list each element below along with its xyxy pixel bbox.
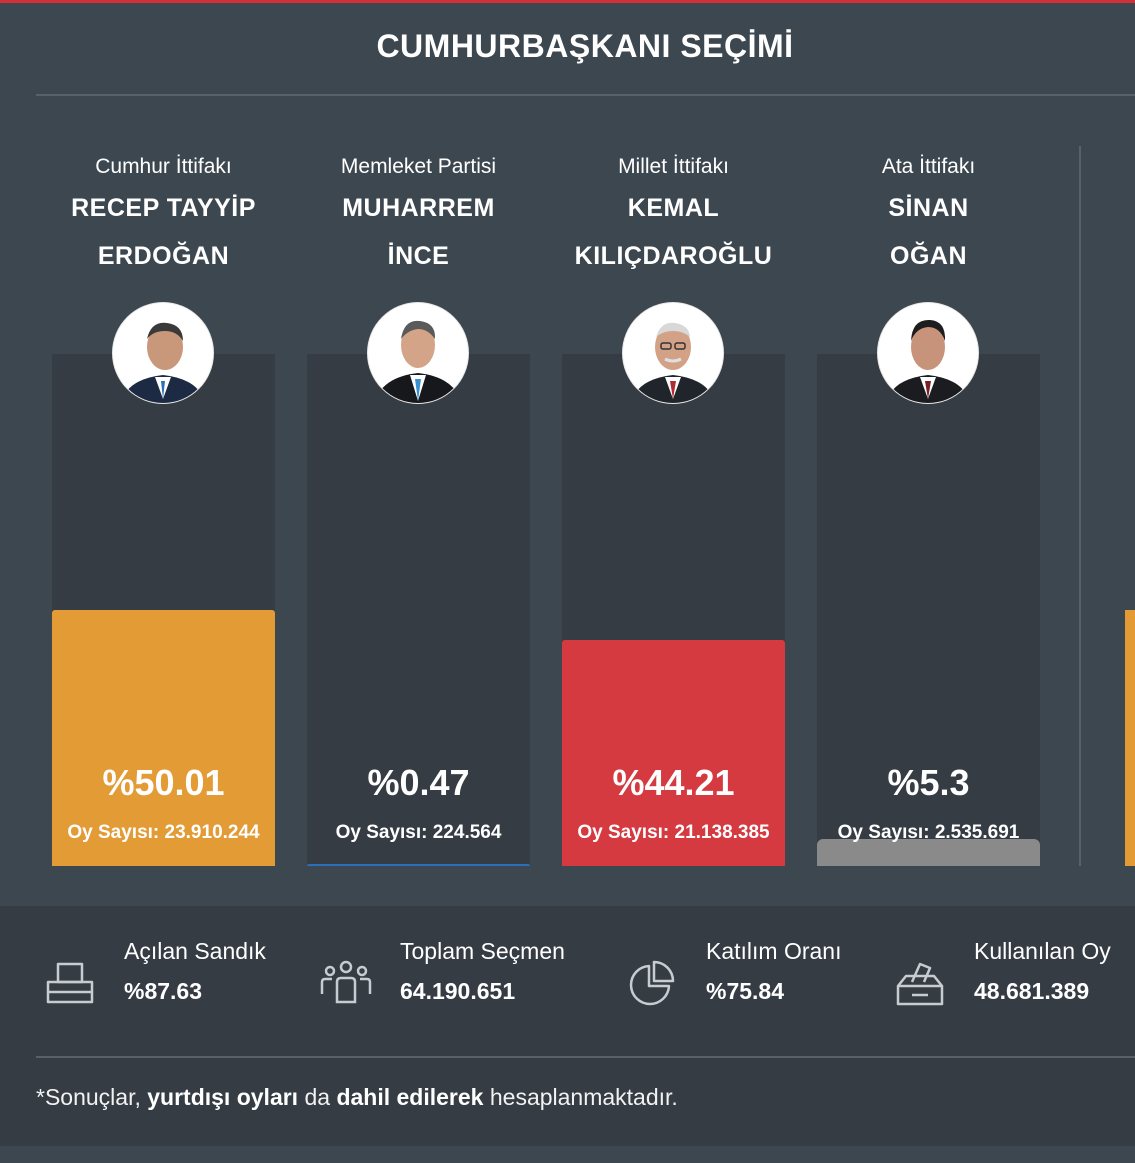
candidate-name-line1: RECEP TAYYİP [71, 194, 256, 222]
bar-ogan [817, 839, 1040, 866]
candidate-name-line1: KEMAL [627, 194, 720, 222]
stat-value: 48.681.389 [974, 978, 1090, 1004]
people-group-icon [320, 960, 372, 1004]
pie-chart-icon [629, 960, 675, 1006]
candidate-name-line2: OĞAN [890, 242, 967, 270]
column-divider [1079, 146, 1081, 866]
stat-value: 64.190.651 [400, 978, 516, 1004]
footnote-bold2: dahil edilerek [336, 1084, 484, 1110]
avatar [368, 303, 468, 403]
candidate-column-ogan: Ata İttifakı SİNAN OĞAN %5.3 Oy Sayısı: … [817, 150, 1040, 866]
footnote-part1: *Sonuçlar, [36, 1084, 148, 1110]
stat-value: %87.63 [124, 978, 203, 1004]
candidate-name-line1: SİNAN [888, 194, 969, 222]
bar-track [307, 354, 530, 866]
footnote: *Sonuçlar, yurtdışı oyları da dahil edil… [36, 1084, 678, 1111]
stats-divider [36, 1056, 1135, 1058]
candidate-name-line2: KILIÇDAROĞLU [574, 242, 773, 270]
footnote-part3: hesaplanmaktadır. [483, 1084, 678, 1110]
stat-value: %75.84 [706, 978, 785, 1004]
offscreen-bar-edge [1125, 610, 1135, 866]
candidate-column-ince: Memleket Partisi MUHARREM İNCE %0.47 Oy … [307, 150, 530, 866]
party-label: Memleket Partisi [340, 155, 497, 178]
percent-label: %0.47 [367, 762, 470, 803]
avatar [623, 303, 723, 403]
vote-count-label: Oy Sayısı: 23.910.244 [67, 822, 260, 843]
party-label: Cumhur İttifakı [95, 155, 232, 178]
candidate-name-line1: MUHARREM [342, 194, 495, 222]
title-divider [36, 94, 1135, 96]
party-label: Ata İttifakı [881, 155, 976, 178]
candidate-column-kilicdaroglu: Millet İttifakı KEMAL KILIÇDAROĞLU %44.2… [562, 150, 785, 866]
percent-label: %5.3 [887, 762, 970, 803]
bar-erdogan [52, 610, 275, 866]
footnote-bold1: yurtdışı oyları [147, 1084, 299, 1110]
vote-count-label: Oy Sayısı: 21.138.385 [577, 822, 770, 843]
percent-label: %44.21 [612, 762, 735, 803]
candidate-name-line2: İNCE [387, 242, 450, 270]
avatar [113, 303, 213, 403]
bottom-strip [0, 1146, 1135, 1163]
bar-track [817, 354, 1040, 866]
bar-kilicdaroglu [562, 640, 785, 866]
vote-count-label: Oy Sayısı: 224.564 [335, 822, 502, 843]
candidate-name-line2: ERDOĞAN [97, 242, 230, 270]
avatar [878, 303, 978, 403]
vote-count-label: Oy Sayısı: 2.535.691 [837, 822, 1020, 843]
stat-label: Katılım Oranı [706, 938, 842, 964]
percent-label: %50.01 [102, 762, 225, 803]
ballot-printer-icon [46, 962, 94, 1004]
bar-ince [307, 864, 530, 866]
stat-label: Kullanılan Oy [974, 938, 1111, 964]
footnote-part2: da [298, 1084, 337, 1110]
ballot-box-icon [896, 962, 944, 1006]
bar-track [562, 354, 785, 866]
stat-label: Açılan Sandık [124, 938, 266, 964]
top-accent-line [0, 0, 1135, 3]
candidate-column-erdogan: Cumhur İttifakı RECEP TAYYİP ERDOĞAN %50… [52, 150, 275, 866]
party-label: Millet İttifakı [618, 155, 729, 178]
page-title: CUMHURBAŞKANI SEÇİMİ [376, 28, 794, 64]
bar-track [52, 354, 275, 866]
stats-band [0, 906, 1135, 1163]
stat-label: Toplam Seçmen [400, 938, 565, 964]
